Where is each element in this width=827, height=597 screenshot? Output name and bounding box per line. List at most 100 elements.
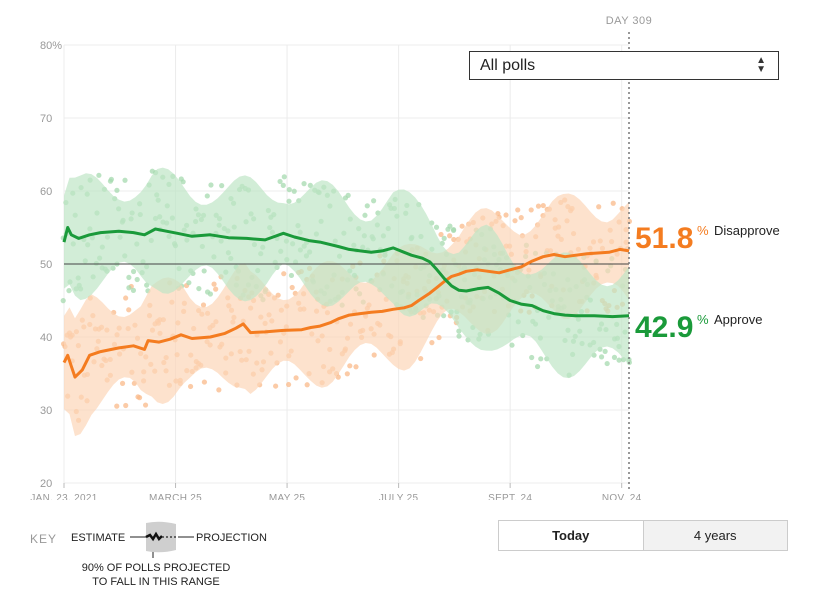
poll-dot (114, 187, 120, 193)
poll-dot (207, 291, 213, 297)
poll-dot (208, 182, 214, 188)
day-marker-label: DAY 309 (606, 15, 653, 27)
y-axis-ticks: 20 30 40 50 60 70 80% (40, 40, 62, 490)
select-arrows-icon: ▲ ▼ (756, 55, 766, 75)
poll-dot (275, 292, 281, 298)
series-labels: 51.8% Disapprove 42.9% Approve (635, 222, 780, 344)
band-approve (64, 167, 629, 379)
poll-dot (353, 364, 359, 370)
y-tick-label: 50 (40, 259, 52, 271)
poll-dot (534, 363, 541, 370)
x-tick-label: NOV. 24 (602, 493, 642, 500)
poll-dot (107, 178, 114, 184)
poll-dot (186, 280, 192, 286)
poll-dot (196, 285, 202, 292)
poll-dot (307, 182, 313, 188)
latest-value: 42.9 (635, 311, 693, 344)
poll-dot (616, 357, 622, 363)
poll-dot (503, 212, 509, 218)
poll-dot (347, 363, 353, 369)
poll-dot (456, 333, 462, 339)
poll-dot (611, 354, 618, 360)
poll-dot (540, 202, 546, 209)
key-label: KEY (30, 532, 58, 546)
poll-dot (211, 281, 217, 287)
poll-dot (610, 200, 616, 206)
chart-key: KEY ESTIMATE PROJECTION 90% OF POLLS PRO… (30, 518, 290, 593)
x-tick-label: SEPT. 24 (488, 493, 532, 500)
poll-dot (123, 295, 129, 301)
x-tick-label: JAN. 23, 2021 (30, 493, 97, 500)
key-range-line2: TO FALL IN THIS RANGE (92, 576, 220, 588)
poll-dot (123, 402, 129, 409)
x-tick-label: MAY 25 (269, 493, 306, 500)
poll-dot (509, 342, 515, 348)
poll-dot (130, 287, 137, 293)
poll-filter-select[interactable]: All polls ▲ ▼ (469, 51, 779, 80)
poll-dot (187, 383, 194, 390)
poll-dot (126, 274, 132, 281)
poll-dot (602, 348, 608, 354)
today-button[interactable]: Today (499, 521, 643, 550)
x-tick-label: MARCH 25 (149, 493, 202, 500)
poll-dot (216, 387, 222, 393)
y-tick-label: 30 (40, 405, 52, 417)
poll-dot (201, 268, 207, 274)
series-name: Disapprove (714, 223, 780, 238)
poll-dot (418, 355, 424, 362)
line-disapprove (62, 247, 630, 379)
poll-dot (122, 177, 128, 183)
poll-dot (293, 375, 299, 381)
estimate-lines (62, 226, 630, 379)
key-band-icon (130, 521, 194, 558)
x-tick-label: JULY 25 (379, 493, 419, 500)
poll-dot (273, 383, 279, 389)
poll-dot (364, 203, 370, 209)
poll-dot (201, 379, 208, 385)
latest-value: 51.8 (635, 222, 693, 255)
poll-dot (518, 215, 524, 221)
y-tick-label: 70 (40, 113, 52, 125)
poll-dot (126, 307, 132, 313)
poll-dot (130, 268, 137, 275)
poll-dot (596, 204, 602, 210)
poll-dot (441, 313, 447, 319)
poll-dot (538, 356, 544, 362)
poll-dot (200, 302, 207, 308)
poll-dot (429, 340, 435, 346)
poll-dot (280, 182, 286, 188)
poll-dot (451, 236, 457, 243)
label-approve: 42.9% Approve (635, 311, 762, 344)
poll-dot (180, 179, 186, 185)
poll-dot (371, 352, 377, 358)
percent-sign: % (697, 223, 709, 238)
poll-dot (456, 328, 462, 334)
y-tick-label: 80% (40, 40, 62, 52)
poll-dot (301, 181, 307, 187)
four-years-button[interactable]: 4 years (642, 521, 787, 550)
poll-dot (528, 207, 534, 213)
poll-dot (512, 218, 518, 224)
poll-dot (447, 223, 453, 229)
approval-chart: DAY 309 20 30 40 50 60 70 80% JAN. 23, 2021 MAR… (30, 15, 780, 500)
time-range-toggle: Today 4 years (498, 520, 788, 551)
poll-dot (213, 286, 219, 292)
poll-dot (515, 207, 521, 213)
key-estimate-label: ESTIMATE (71, 532, 126, 544)
poll-dot (288, 272, 295, 279)
poll-dot (433, 224, 440, 230)
poll-dot (126, 285, 132, 291)
line-approve (62, 226, 630, 319)
poll-dot (291, 188, 297, 194)
poll-dot (447, 233, 453, 239)
poll-dot (438, 231, 444, 238)
poll-dot (286, 187, 292, 193)
poll-dot (142, 402, 149, 408)
poll-dot (289, 284, 295, 291)
poll-dot (286, 198, 292, 204)
poll-dot (529, 354, 535, 361)
poll-dot (450, 226, 457, 233)
poll-dot (136, 395, 143, 401)
poll-dot (281, 271, 287, 277)
percent-sign: % (697, 312, 709, 327)
